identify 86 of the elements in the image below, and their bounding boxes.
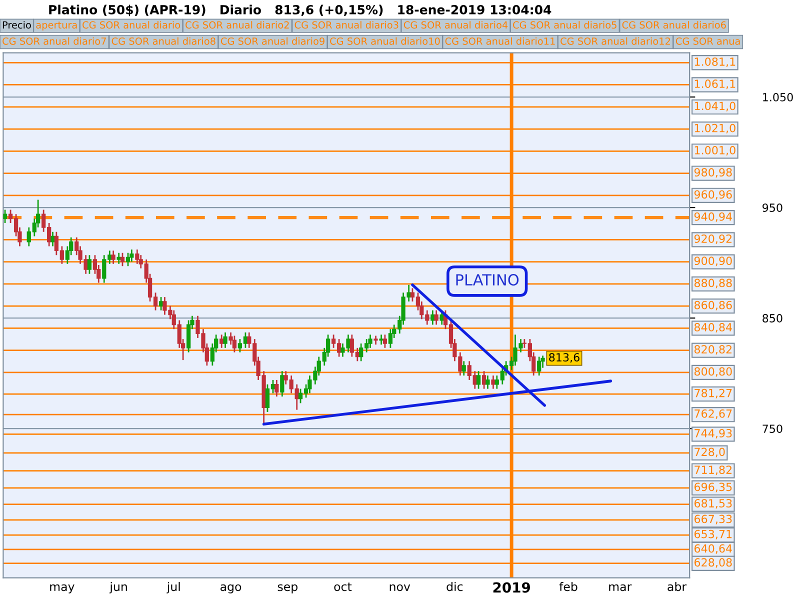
candlestick xyxy=(434,310,438,326)
x-tick-label: dic xyxy=(446,582,463,592)
ref-line-label: 744,93 xyxy=(694,429,732,439)
x-tick-label: ago xyxy=(220,584,242,594)
ref-line-label: 667,33 xyxy=(694,514,732,524)
text: CG SOR anual diario3 xyxy=(294,21,398,29)
y-tick-label: 750 xyxy=(762,424,782,433)
ref-line-label: 820,82 xyxy=(694,345,732,355)
candlestick xyxy=(537,356,542,376)
ref-line-label: 681,53 xyxy=(694,499,732,509)
ref-line-label: 696,35 xyxy=(694,482,732,492)
candlestick xyxy=(111,250,116,265)
y-tick-label: 950 xyxy=(762,204,782,212)
candlestick xyxy=(232,335,237,354)
ref-line-label: 762,67 xyxy=(694,409,732,419)
candlestick xyxy=(158,296,164,312)
ref-line-label: 728,0 xyxy=(694,448,725,458)
ref-line-label: 653,71 xyxy=(694,530,732,540)
text: CG SOR anual diario12 xyxy=(560,37,670,45)
candlestick xyxy=(382,334,388,349)
x-tick-label: may xyxy=(50,584,74,594)
candlestick xyxy=(274,379,279,398)
annotation: 813,6 xyxy=(549,353,580,363)
x-tick-label: nov xyxy=(390,584,410,592)
text: CG SOR anual diario11 xyxy=(445,37,555,45)
ref-line-label: 900,90 xyxy=(694,256,732,266)
ref-line-label: 860,86 xyxy=(694,300,732,310)
candlestick xyxy=(482,370,486,390)
text: CG SOR anual diario9 xyxy=(220,37,324,45)
candlestick xyxy=(368,334,372,349)
text: Precio xyxy=(2,21,31,29)
candlestick xyxy=(220,334,224,349)
candlestick xyxy=(280,370,284,398)
ref-line-label: 781,27 xyxy=(694,388,732,398)
text: CG SOR anua xyxy=(676,37,740,45)
candlestick xyxy=(130,248,134,262)
text: CG SOR anual diario5 xyxy=(513,21,616,29)
ref-line-label: 640,64 xyxy=(694,544,732,554)
x-tick-label: sep xyxy=(278,584,298,594)
candlestick xyxy=(135,248,140,265)
candlestick xyxy=(120,252,125,267)
ref-line-label: 1.061,1 xyxy=(694,80,736,90)
ref-line-label: 920,92 xyxy=(694,234,732,244)
text: CG SOR anual diario8 xyxy=(112,37,216,45)
y-tick-label: 1.050 xyxy=(763,92,793,102)
text: CG SOR anual diario xyxy=(82,21,180,29)
ref-line-label: 840,84 xyxy=(694,323,732,333)
candlestick xyxy=(87,254,92,275)
candlestick xyxy=(379,334,384,346)
candlestick xyxy=(388,328,393,349)
ref-line-label: 1.081,1 xyxy=(694,57,736,67)
candlestick xyxy=(491,374,496,390)
candlestick xyxy=(430,310,435,326)
candlestick xyxy=(126,252,130,267)
ref-line-label: 880,88 xyxy=(694,278,732,288)
ref-line-label: 800,80 xyxy=(694,367,732,377)
chart-title: Platino (50$) (APR-19) Diario 813,6 (+0,15%) 18-ene-2019 13:04:04 xyxy=(49,4,552,16)
x-tick-label: mar xyxy=(609,584,632,592)
annotation: PLATINO xyxy=(456,274,519,286)
ref-line-label: 980,98 xyxy=(694,168,732,178)
ref-line-label: 960,96 xyxy=(694,190,732,200)
x-tick-label: oct xyxy=(334,582,352,592)
candlestick xyxy=(486,374,490,390)
x-tick-label: feb xyxy=(559,582,578,592)
x-tick-label: 2019 xyxy=(493,582,530,593)
text: CG SOR anual diario2 xyxy=(186,21,289,29)
x-tick-label: abr xyxy=(668,582,687,592)
candlestick xyxy=(50,231,55,247)
x-tick-label: jun xyxy=(109,582,127,594)
text: CG SOR anual diario4 xyxy=(404,21,508,29)
text: CG SOR anual diario7 xyxy=(2,37,106,45)
candlestick xyxy=(186,320,191,354)
text: CG SOR anual diario10 xyxy=(330,37,440,45)
ref-line-label: 1.001,0 xyxy=(694,146,736,156)
ref-line-label: 1.041,0 xyxy=(694,102,736,112)
candlestick xyxy=(476,370,481,390)
y-tick-label: 850 xyxy=(762,314,782,322)
ref-line-label: 940,94 xyxy=(694,212,732,222)
text: apertura xyxy=(36,22,77,31)
x-tick-label: jul xyxy=(166,582,180,594)
ref-line-label: 1.021,0 xyxy=(694,124,736,134)
ref-line-label: 628,08 xyxy=(694,558,732,568)
text: CG SOR anual diario6 xyxy=(622,21,726,29)
candlestick xyxy=(462,360,466,376)
candlestick xyxy=(223,332,228,349)
ref-line-label: 711,82 xyxy=(694,466,732,476)
